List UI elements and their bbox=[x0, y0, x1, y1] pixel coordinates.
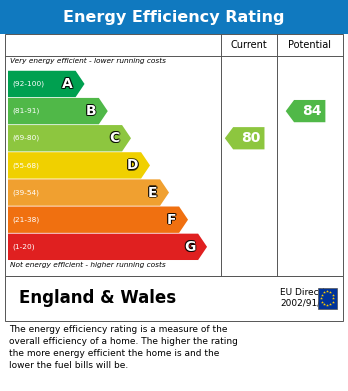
Text: C: C bbox=[108, 131, 118, 145]
Text: E: E bbox=[149, 186, 158, 199]
Text: C: C bbox=[109, 131, 119, 145]
Text: Very energy efficient - lower running costs: Very energy efficient - lower running co… bbox=[10, 58, 166, 64]
Text: Potential: Potential bbox=[288, 40, 331, 50]
Text: D: D bbox=[128, 158, 139, 172]
Text: (39-54): (39-54) bbox=[12, 189, 39, 196]
Text: F: F bbox=[168, 213, 177, 227]
Polygon shape bbox=[8, 152, 150, 179]
Text: F: F bbox=[166, 212, 176, 226]
Text: G: G bbox=[183, 240, 195, 255]
Text: A: A bbox=[61, 78, 72, 92]
Text: D: D bbox=[127, 159, 139, 173]
Text: (55-68): (55-68) bbox=[12, 162, 39, 169]
Text: A: A bbox=[63, 77, 74, 91]
Text: E: E bbox=[148, 186, 157, 199]
Text: G: G bbox=[185, 240, 196, 254]
Text: A: A bbox=[62, 78, 73, 92]
Polygon shape bbox=[8, 179, 169, 206]
Text: C: C bbox=[109, 130, 119, 144]
Text: EU Directive
2002/91/EC: EU Directive 2002/91/EC bbox=[280, 289, 336, 308]
Text: B: B bbox=[86, 104, 97, 118]
Text: E: E bbox=[148, 187, 157, 201]
Text: F: F bbox=[166, 213, 176, 228]
Polygon shape bbox=[8, 125, 131, 151]
Text: B: B bbox=[85, 105, 96, 119]
Text: E: E bbox=[149, 185, 158, 199]
Text: F: F bbox=[167, 212, 177, 226]
Text: Not energy efficient - higher running costs: Not energy efficient - higher running co… bbox=[10, 262, 166, 268]
Text: F: F bbox=[167, 213, 176, 227]
Text: B: B bbox=[84, 104, 95, 118]
Text: E: E bbox=[147, 187, 157, 200]
Text: D: D bbox=[127, 158, 139, 172]
Text: 84: 84 bbox=[302, 104, 321, 118]
Bar bbox=[318, 288, 337, 309]
Text: A: A bbox=[62, 77, 73, 91]
Text: B: B bbox=[85, 103, 95, 117]
Text: D: D bbox=[126, 158, 137, 172]
Text: A: A bbox=[62, 76, 73, 90]
Text: A: A bbox=[61, 77, 72, 91]
Text: G: G bbox=[183, 240, 194, 254]
Text: C: C bbox=[110, 131, 120, 145]
Text: G: G bbox=[184, 241, 195, 255]
Text: D: D bbox=[126, 158, 137, 172]
Polygon shape bbox=[8, 71, 85, 97]
Text: D: D bbox=[127, 160, 138, 174]
Text: E: E bbox=[147, 186, 156, 199]
Text: B: B bbox=[86, 103, 97, 117]
Text: G: G bbox=[183, 239, 195, 253]
Text: Current: Current bbox=[230, 40, 267, 50]
Text: (69-80): (69-80) bbox=[12, 135, 39, 142]
Text: F: F bbox=[167, 214, 176, 228]
Text: B: B bbox=[85, 104, 96, 118]
Text: G: G bbox=[184, 240, 195, 254]
Text: D: D bbox=[126, 159, 137, 173]
Polygon shape bbox=[8, 98, 108, 124]
Text: F: F bbox=[166, 213, 175, 227]
Text: (21-38): (21-38) bbox=[12, 217, 39, 223]
Text: England & Wales: England & Wales bbox=[19, 289, 176, 307]
Bar bbox=[5, 276, 343, 321]
Text: A: A bbox=[61, 76, 72, 90]
Bar bbox=[0, 0, 348, 34]
Text: E: E bbox=[148, 185, 157, 198]
Text: E: E bbox=[147, 185, 157, 199]
Text: G: G bbox=[184, 239, 195, 253]
Text: C: C bbox=[110, 132, 120, 146]
Text: (92-100): (92-100) bbox=[12, 81, 44, 87]
Polygon shape bbox=[8, 206, 188, 233]
Text: (81-91): (81-91) bbox=[12, 108, 40, 114]
Text: (1-20): (1-20) bbox=[12, 244, 35, 250]
Polygon shape bbox=[286, 100, 325, 122]
Text: B: B bbox=[85, 103, 96, 117]
Polygon shape bbox=[225, 127, 264, 149]
Text: F: F bbox=[167, 213, 177, 228]
Text: D: D bbox=[127, 157, 138, 171]
Text: The energy efficiency rating is a measure of the
overall efficiency of a home. T: The energy efficiency rating is a measur… bbox=[9, 325, 238, 370]
Text: A: A bbox=[63, 76, 73, 90]
Text: C: C bbox=[108, 131, 119, 144]
Text: C: C bbox=[108, 132, 119, 146]
Text: E: E bbox=[149, 187, 158, 200]
Text: D: D bbox=[127, 158, 138, 172]
Bar bbox=[5, 34, 343, 276]
Text: G: G bbox=[185, 240, 196, 255]
Text: F: F bbox=[167, 212, 176, 226]
Text: G: G bbox=[185, 239, 196, 253]
Text: Energy Efficiency Rating: Energy Efficiency Rating bbox=[63, 10, 285, 25]
Text: C: C bbox=[109, 133, 119, 146]
Text: B: B bbox=[85, 105, 95, 119]
Text: A: A bbox=[63, 78, 73, 92]
Text: B: B bbox=[86, 105, 97, 119]
Text: C: C bbox=[110, 131, 120, 144]
Text: 80: 80 bbox=[241, 131, 260, 145]
Polygon shape bbox=[8, 234, 207, 260]
